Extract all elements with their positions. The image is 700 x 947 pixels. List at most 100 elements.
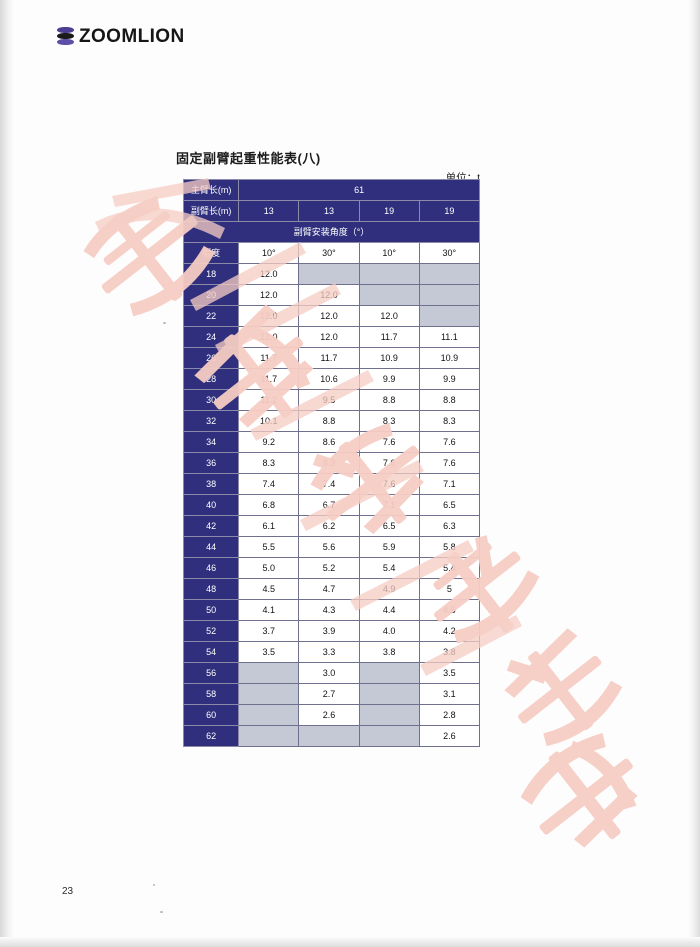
table-row: 60 2.6 2.8 xyxy=(182,704,481,726)
radius-cell: 40 xyxy=(182,494,240,516)
capacity-cell-empty xyxy=(418,284,481,306)
jib-length-label: 副臂长(m) xyxy=(182,200,240,222)
table-row: 56 3.0 3.5 xyxy=(182,662,481,684)
radius-cell: 36 xyxy=(182,452,240,474)
capacity-cell: 9.9 xyxy=(418,368,481,390)
capacity-cell: 5.4 xyxy=(418,557,481,579)
capacity-cell: 10.9 xyxy=(358,347,420,369)
capacity-cell: 11.2 xyxy=(238,389,300,411)
page-edge-bottom xyxy=(0,937,700,947)
capacity-cell: 11.7 xyxy=(298,347,360,369)
paper-speck xyxy=(163,322,166,324)
capacity-cell: 4.0 xyxy=(358,620,420,642)
capacity-cell: 12.0 xyxy=(298,305,360,327)
jib-length-col-4: 19 xyxy=(418,200,481,222)
capacity-cell: 4.9 xyxy=(358,578,420,600)
capacity-cell: 11.1 xyxy=(418,326,481,348)
capacity-cell: 8.3 xyxy=(358,410,420,432)
radius-cell: 42 xyxy=(182,515,240,537)
capacity-cell: 3.9 xyxy=(298,620,360,642)
zoomlion-lens-icon xyxy=(57,27,74,47)
radius-cell: 60 xyxy=(182,704,240,726)
radius-cell: 58 xyxy=(182,683,240,705)
capacity-cell: 8.8 xyxy=(298,410,360,432)
capacity-cell: 12.0 xyxy=(238,284,300,306)
radius-cell: 34 xyxy=(182,431,240,453)
capacity-cell: 3.1 xyxy=(418,683,481,705)
radius-cell: 50 xyxy=(182,599,240,621)
table-row: 38 7.4 7.4 7.6 7.1 xyxy=(182,473,481,495)
capacity-cell: 7.6 xyxy=(358,452,420,474)
table-row: 34 9.2 8.6 7.6 7.6 xyxy=(182,431,481,453)
radius-cell: 24 xyxy=(182,326,240,348)
capacity-cell: 5.5 xyxy=(238,536,300,558)
jib-angle-label: 副臂安装角度（°） xyxy=(183,221,480,243)
capacity-cell-empty xyxy=(238,725,300,747)
capacity-cell: 4.2 xyxy=(418,620,481,642)
capacity-cell: 12.0 xyxy=(238,263,300,285)
capacity-cell: 7.4 xyxy=(298,473,360,495)
radius-cell: 26 xyxy=(182,347,240,369)
capacity-cell: 7.6 xyxy=(418,452,481,474)
table-header: 主臂长(m) 61 副臂长(m) 13 13 19 19 副臂安装角度（°） 幅… xyxy=(182,179,481,264)
capacity-cell: 3.8 xyxy=(358,641,420,663)
jib-length-col-1: 13 xyxy=(238,200,300,222)
table-row: 54 3.5 3.3 3.8 3.8 xyxy=(182,641,481,663)
capacity-cell-empty xyxy=(238,683,300,705)
capacity-cell-empty xyxy=(358,662,420,684)
capacity-cell: 6.1 xyxy=(238,515,300,537)
jib-angle-col-4: 30° xyxy=(418,242,481,264)
capacity-cell: 9.5 xyxy=(298,389,360,411)
capacity-cell-empty xyxy=(358,284,420,306)
table-row: 20 12.0 12.0 xyxy=(182,284,481,306)
capacity-cell: 11.7 xyxy=(238,347,300,369)
capacity-cell: 12.0 xyxy=(238,305,300,327)
main-boom-label: 主臂长(m) xyxy=(182,179,240,201)
capacity-cell-empty xyxy=(298,725,360,747)
capacity-cell: 7.6 xyxy=(358,431,420,453)
paper-speck xyxy=(153,884,155,886)
capacity-cell: 3.5 xyxy=(418,662,481,684)
capacity-cell-empty xyxy=(418,263,481,285)
table-row: 52 3.7 3.9 4.0 4.2 xyxy=(182,620,481,642)
capacity-cell-empty xyxy=(238,662,300,684)
capacity-cell: 4.3 xyxy=(298,599,360,621)
capacity-cell: 3.5 xyxy=(238,641,300,663)
capacity-cell: 9.9 xyxy=(358,368,420,390)
capacity-cell: 8.3 xyxy=(418,410,481,432)
capacity-cell-empty xyxy=(238,704,300,726)
capacity-cell: 7.6 xyxy=(358,473,420,495)
table-row: 24 12.0 12.0 11.7 11.1 xyxy=(182,326,481,348)
capacity-cell: 2.7 xyxy=(298,683,360,705)
jib-length-col-3: 19 xyxy=(358,200,420,222)
paper-speck xyxy=(160,911,163,913)
capacity-cell: 3.7 xyxy=(238,620,300,642)
capacity-cell: 8.3 xyxy=(298,452,360,474)
capacity-cell: 4.4 xyxy=(358,599,420,621)
capacity-cell: 7.1 xyxy=(358,494,420,516)
capacity-cell-empty xyxy=(358,725,420,747)
capacity-cell: 10.1 xyxy=(238,410,300,432)
header-row-jib-angles: 幅度 10° 30° 10° 30° xyxy=(182,242,481,264)
radius-cell: 32 xyxy=(182,410,240,432)
load-chart-table-container: 主臂长(m) 61 副臂长(m) 13 13 19 19 副臂安装角度（°） 幅… xyxy=(182,179,481,747)
capacity-cell-empty xyxy=(358,263,420,285)
capacity-cell: 9.2 xyxy=(238,431,300,453)
capacity-cell: 12.0 xyxy=(358,305,420,327)
main-boom-value: 61 xyxy=(238,179,480,201)
capacity-cell: 7.1 xyxy=(418,473,481,495)
radius-cell: 20 xyxy=(182,284,240,306)
capacity-cell: 5.0 xyxy=(238,557,300,579)
capacity-cell: 4.1 xyxy=(238,599,300,621)
table-row: 46 5.0 5.2 5.4 5.4 xyxy=(182,557,481,579)
table-row: 40 6.8 6.7 7.1 6.5 xyxy=(182,494,481,516)
table-row: 28 11.7 10.6 9.9 9.9 xyxy=(182,368,481,390)
radius-cell: 52 xyxy=(182,620,240,642)
radius-cell: 30 xyxy=(182,389,240,411)
capacity-cell: 3.0 xyxy=(298,662,360,684)
page-number: 23 xyxy=(62,886,74,897)
capacity-cell: 7.6 xyxy=(418,431,481,453)
table-row: 36 8.3 8.3 7.6 7.6 xyxy=(182,452,481,474)
table-row: 18 12.0 xyxy=(182,263,481,285)
capacity-cell: 4.5 xyxy=(418,599,481,621)
